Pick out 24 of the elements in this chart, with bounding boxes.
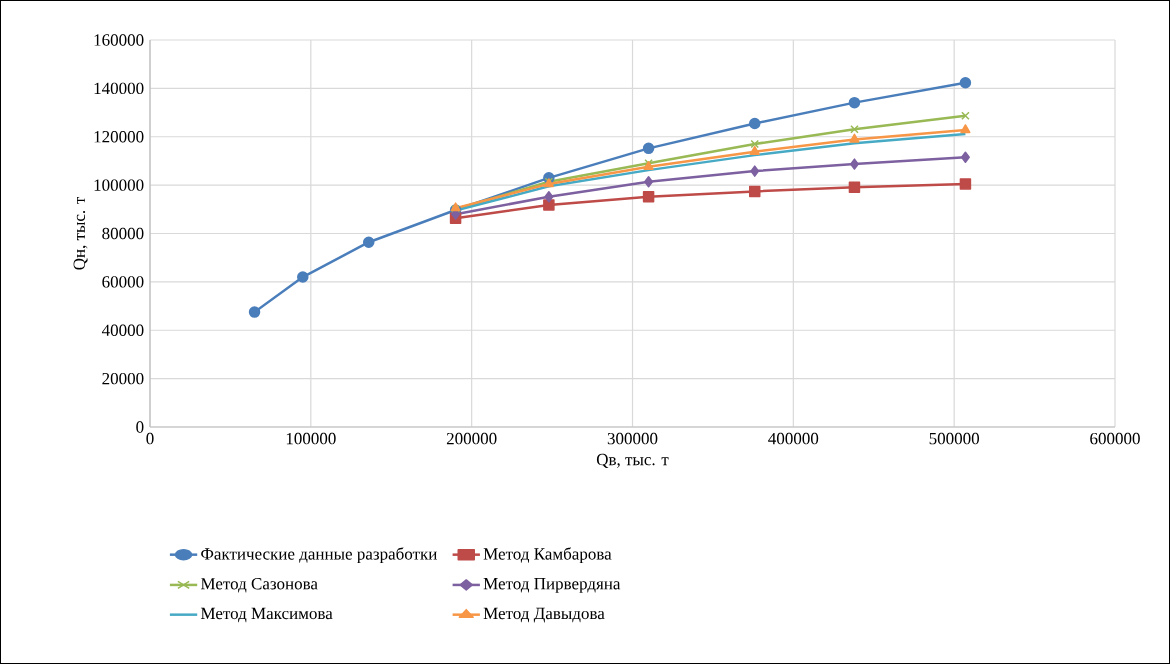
x-tick-label: 0 — [146, 432, 154, 445]
x-tick-label: 500000 — [929, 432, 980, 445]
x-axis-title: Qв, тыс. т — [596, 453, 669, 468]
x-tick-label: 100000 — [286, 432, 336, 445]
y-tick-label: 140000 — [94, 82, 144, 95]
y-tick-label: 20000 — [102, 372, 144, 385]
legend-label: Метод Сазонова — [200, 578, 318, 593]
legend-label: Метод Пирвердяна — [483, 578, 621, 593]
y-axis-title: Qн, тыс. т — [73, 196, 88, 270]
y-tick-label: 80000 — [102, 227, 144, 240]
y-tick-label: 160000 — [94, 34, 144, 46]
legend-label: Метод Камбарова — [483, 547, 612, 564]
y-tick-label: 40000 — [101, 324, 144, 336]
y-tick-label: 100000 — [94, 179, 144, 191]
x-tick-label: 400000 — [768, 432, 819, 445]
legend-label: Фактические данные разработки — [201, 547, 437, 564]
y-tick-label: 0 — [136, 421, 144, 433]
x-tick-label: 600000 — [1090, 432, 1140, 445]
y-tick-label: 60000 — [102, 276, 144, 288]
x-tick-label: 200000 — [446, 432, 497, 445]
x-tick-label: 300000 — [607, 432, 658, 445]
legend-label: Метод Максимова — [200, 607, 333, 623]
y-tick-label: 120000 — [94, 131, 144, 143]
legend-label: Метод Давыдова — [483, 607, 605, 623]
